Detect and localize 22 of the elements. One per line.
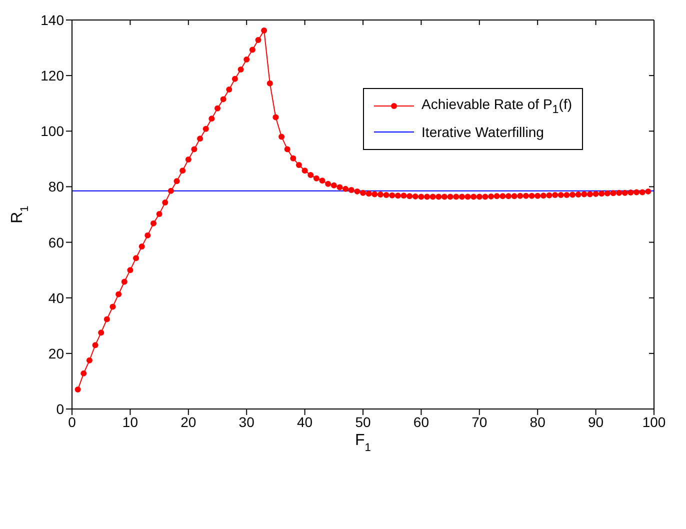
- x-tick-label: 50: [355, 414, 371, 430]
- x-axis-title: F$_{1}$: [354, 432, 372, 454]
- x-tick-label: 90: [588, 414, 604, 430]
- x-tick-label: 80: [530, 414, 546, 430]
- legend-label: Iterative Waterfilling: [422, 124, 544, 140]
- y-tick-label: 140: [40, 12, 64, 28]
- y-tick-label: 40: [48, 290, 64, 306]
- legend-label: Achievable Rate of P$_{1}$(f): [422, 96, 572, 116]
- y-tick-label: 20: [48, 345, 64, 362]
- y-tick-label: 100: [40, 123, 64, 140]
- x-tick-label: 20: [180, 414, 196, 430]
- x-tick-label: 30: [238, 414, 255, 430]
- x-tick-label: 60: [413, 414, 430, 430]
- x-tick-label: 10: [122, 414, 138, 430]
- x-tick-label: 100: [642, 414, 666, 430]
- y-tick-label: 0: [56, 400, 64, 417]
- y-tick-label: 80: [48, 178, 64, 195]
- y-tick-label: 120: [40, 68, 64, 84]
- y-tick-label: 60: [48, 234, 64, 250]
- x-tick-label: 70: [472, 414, 488, 430]
- x-tick-label: 40: [297, 414, 313, 430]
- x-tick-label: 0: [68, 414, 76, 430]
